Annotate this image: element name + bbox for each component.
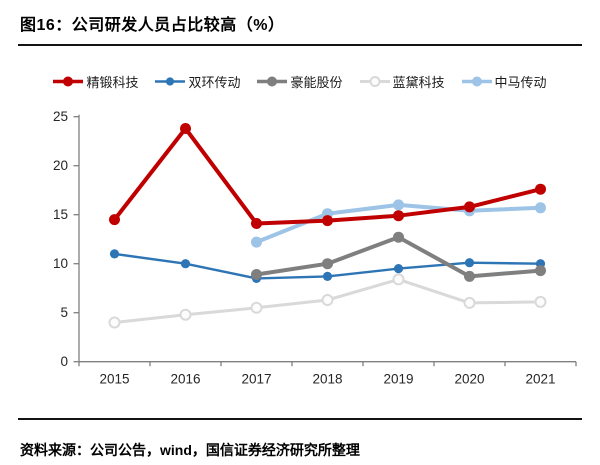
legend-label: 中马传动 [494,75,547,90]
y-tick-label: 0 [60,354,68,369]
data-point-蓝黛科技-2019 [392,273,405,286]
data-point-蓝黛科技-2017 [250,301,263,314]
x-tick-label: 2017 [241,372,271,387]
source-note: 资料来源：公司公告，wind，国信证券经济研究所整理 [20,442,360,458]
data-point-豪能股份-2021 [535,265,546,277]
data-point-精锻科技-2017 [251,218,262,229]
x-tick-label: 2021 [525,372,555,387]
legend-line-marker-icon [155,77,186,86]
y-tick-label: 10 [53,256,68,271]
legend-item-双环传动: 双环传动 [155,72,240,91]
axes [78,114,576,363]
data-point-豪能股份-2020 [464,270,475,282]
legend-item-豪能股份: 豪能股份 [257,72,343,91]
title-divider [18,44,582,46]
data-point-豪能股份-2018 [322,258,333,270]
legend-line-marker-icon [257,76,288,87]
data-point-蓝黛科技-2021 [534,295,547,308]
y-tick-label: 20 [53,158,68,173]
data-point-精锻科技-2018 [322,215,333,227]
data-point-双环传动-2020 [464,258,475,268]
page-title: 图16：公司研发人员占比较高（%） [20,17,285,34]
data-point-蓝黛科技-2015 [108,316,121,329]
legend-label: 豪能股份 [290,75,343,90]
series-精锻科技 [109,123,546,229]
chart-legend: 精锻科技 双环传动 豪能股份 蓝黛科技 中马传动 [30,72,570,91]
line-chart: 0 5 10 15 20 25 2015 2016 2017 2018 2019 2020 2021 [53,109,577,387]
legend-item-中马传动: 中马传动 [461,72,547,91]
data-point-中马传动-2019 [393,199,404,211]
series-蓝黛科技 [108,273,547,329]
data-point-双环传动-2019 [393,264,404,274]
data-point-中马传动-2017 [251,236,262,248]
x-tick-label: 2018 [312,372,342,387]
y-tick-label: 5 [60,305,68,320]
data-point-精锻科技-2021 [535,183,546,195]
x-tick-label: 2020 [454,372,484,387]
data-point-精锻科技-2015 [109,214,120,226]
y-tick-label: 15 [53,207,68,222]
y-tick-label: 25 [53,109,68,124]
data-point-双环传动-2016 [180,259,191,269]
data-point-双环传动-2015 [109,249,120,259]
x-tick-label: 2019 [383,372,413,387]
footer-divider [18,418,582,420]
series-豪能股份 [251,231,546,282]
data-point-双环传动-2018 [322,271,333,281]
legend-line-marker-icon [461,76,492,87]
legend-line-marker-icon [53,76,84,87]
data-point-精锻科技-2020 [464,201,475,213]
legend-item-蓝黛科技: 蓝黛科技 [359,72,445,91]
data-point-中马传动-2021 [535,202,546,214]
data-point-蓝黛科技-2018 [321,294,334,306]
legend-label: 双环传动 [188,75,241,90]
legend-label: 蓝黛科技 [392,75,445,90]
data-point-蓝黛科技-2020 [463,296,476,309]
data-point-豪能股份-2017 [251,269,262,280]
data-point-蓝黛科技-2016 [179,308,192,321]
x-tick-label: 2016 [170,372,200,387]
legend-label: 精锻科技 [86,75,139,90]
x-axis-ticks: 2015 2016 2017 2018 2019 2020 2021 [78,361,577,387]
legend-item-精锻科技: 精锻科技 [53,72,138,91]
legend-line-marker-icon [359,76,390,87]
data-point-精锻科技-2019 [393,210,404,222]
y-axis-ticks: 0 5 10 15 20 25 [53,109,79,369]
data-point-豪能股份-2019 [393,231,404,243]
x-tick-label: 2015 [99,372,129,387]
data-point-精锻科技-2016 [180,123,191,134]
